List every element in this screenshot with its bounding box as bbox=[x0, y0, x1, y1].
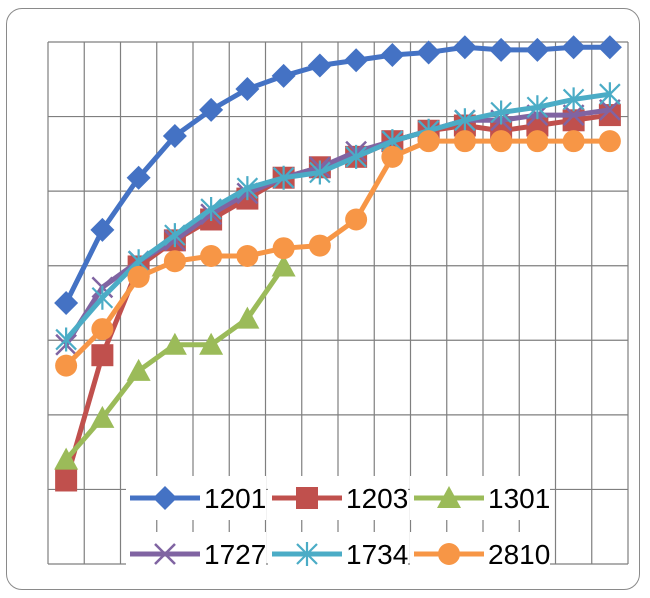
data-point-1734 bbox=[55, 327, 77, 352]
data-point-1201 bbox=[344, 48, 369, 73]
data-point-1201 bbox=[271, 63, 296, 88]
data-point-1301 bbox=[90, 405, 115, 428]
data-point-1201 bbox=[380, 43, 405, 68]
legend-label: 1301 bbox=[488, 483, 550, 514]
data-point-2810 bbox=[163, 250, 186, 273]
data-point-1301 bbox=[199, 332, 224, 355]
data-point-2810 bbox=[562, 130, 585, 153]
legend-swatch-marker bbox=[438, 543, 460, 565]
data-point-1734 bbox=[490, 100, 512, 125]
data-point-1201 bbox=[54, 291, 79, 315]
series-1301 bbox=[54, 254, 296, 470]
data-point-1201 bbox=[561, 35, 586, 60]
data-point-1734 bbox=[164, 223, 186, 248]
data-point-1734 bbox=[345, 144, 367, 169]
legend-label: 1734 bbox=[346, 539, 408, 570]
data-point-2810 bbox=[236, 245, 259, 268]
data-point-2810 bbox=[91, 318, 114, 341]
legend-item-1201: 1201 bbox=[126, 476, 266, 520]
data-point-2810 bbox=[526, 130, 549, 153]
data-point-1301 bbox=[126, 358, 151, 381]
data-point-2810 bbox=[200, 245, 223, 268]
data-point-1734 bbox=[200, 197, 222, 222]
series-1201 bbox=[54, 35, 622, 315]
legend-swatch-marker bbox=[296, 542, 318, 566]
data-point-1734 bbox=[272, 165, 295, 190]
series-line-1201 bbox=[63, 44, 610, 305]
data-point-1734 bbox=[562, 87, 585, 112]
data-point-2810 bbox=[598, 130, 621, 153]
data-point-1301 bbox=[271, 254, 296, 277]
data-point-1734 bbox=[526, 95, 549, 120]
data-point-2810 bbox=[272, 237, 295, 260]
legend-label: 1203 bbox=[346, 483, 408, 514]
series-line-1734 bbox=[64, 91, 611, 342]
data-point-2810 bbox=[381, 145, 404, 168]
data-point-1201 bbox=[235, 76, 260, 101]
data-point-1734 bbox=[236, 176, 259, 201]
data-point-1201 bbox=[126, 165, 151, 190]
data-point-1734 bbox=[454, 108, 476, 133]
legend-label: 1201 bbox=[204, 483, 266, 514]
data-point-1201 bbox=[597, 35, 622, 60]
data-point-2810 bbox=[308, 234, 331, 257]
legend-item-1727: 1727 bbox=[126, 532, 266, 576]
data-point-1203 bbox=[55, 469, 78, 492]
data-point-2810 bbox=[55, 354, 78, 377]
data-point-1301 bbox=[235, 306, 260, 329]
legend: 1201 1203 1301 1727 1734 2810 bbox=[126, 476, 550, 576]
legend-swatch-marker bbox=[296, 487, 318, 509]
data-point-1201 bbox=[90, 217, 115, 242]
legend-label: 2810 bbox=[488, 539, 550, 570]
legend-item-2810: 2810 bbox=[410, 532, 550, 576]
legend-swatch-marker bbox=[437, 486, 461, 508]
data-point-2810 bbox=[127, 265, 150, 288]
series-1734 bbox=[55, 82, 621, 352]
data-point-1203 bbox=[598, 104, 621, 127]
data-point-1727 bbox=[598, 98, 621, 121]
data-point-1201 bbox=[416, 40, 441, 65]
legend-item-1203: 1203 bbox=[268, 476, 408, 520]
data-point-1201 bbox=[452, 35, 477, 60]
data-point-2810 bbox=[417, 130, 440, 153]
data-point-1734 bbox=[91, 285, 114, 310]
data-point-1201 bbox=[307, 53, 332, 78]
series-group bbox=[54, 35, 622, 492]
data-point-1301 bbox=[162, 332, 187, 355]
data-point-2810 bbox=[490, 130, 513, 153]
legend-item-1301: 1301 bbox=[410, 476, 550, 520]
data-point-2810 bbox=[345, 208, 368, 231]
data-point-1727 bbox=[562, 104, 585, 126]
data-point-1201 bbox=[489, 37, 514, 62]
legend-label: 1727 bbox=[204, 539, 266, 570]
series-2810 bbox=[55, 130, 621, 377]
data-point-1201 bbox=[525, 37, 550, 62]
data-point-1734 bbox=[309, 160, 331, 185]
legend-swatch-marker bbox=[154, 543, 176, 565]
series-line-2810 bbox=[64, 138, 610, 368]
data-point-1201 bbox=[199, 97, 224, 122]
data-point-1201 bbox=[162, 123, 187, 148]
data-point-1203 bbox=[91, 344, 114, 367]
legend-swatch-marker bbox=[153, 486, 177, 510]
data-point-1734 bbox=[599, 82, 621, 107]
data-point-1301 bbox=[54, 447, 79, 470]
data-point-2810 bbox=[453, 130, 476, 153]
legend-item-1734: 1734 bbox=[268, 532, 408, 576]
